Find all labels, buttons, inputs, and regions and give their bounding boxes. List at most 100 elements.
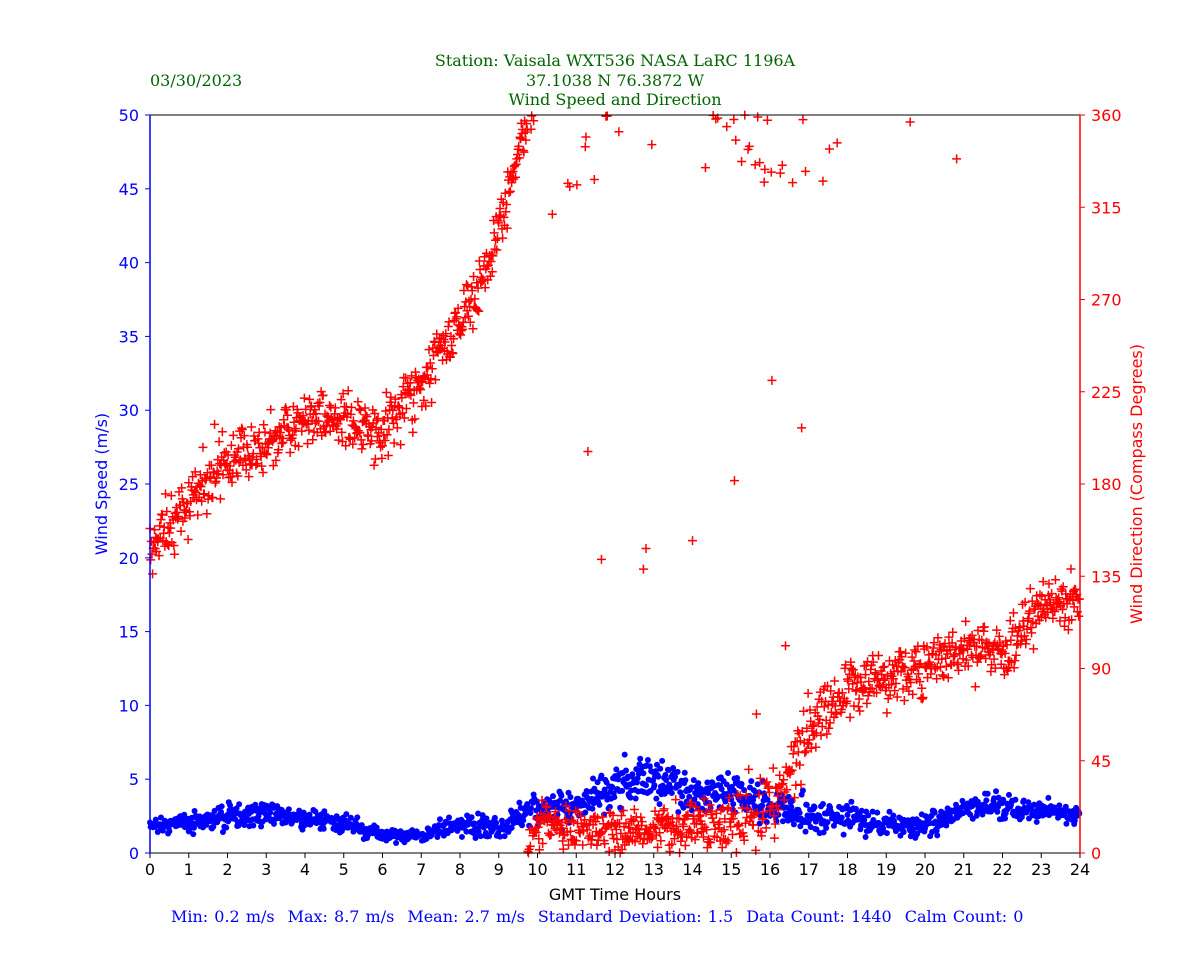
direction-point [243,442,253,452]
direction-point [908,689,918,699]
direction-point [589,174,599,184]
direction-point [788,178,798,188]
direction-point [882,708,892,718]
direction-point [381,388,391,398]
speed-point [463,828,470,835]
speed-point [824,819,831,826]
speed-point [609,784,616,791]
speed-point [589,805,596,812]
speed-point [622,767,629,774]
speed-point [384,828,391,835]
direction-point [1038,577,1048,587]
speed-point [619,787,626,794]
direction-point [551,807,561,817]
direction-point [485,271,495,281]
speed-point [480,824,487,831]
speed-point [838,814,845,821]
direction-point [817,722,827,732]
direction-point [511,172,521,182]
direction-point [848,679,858,689]
direction-point [741,790,751,800]
direction-point [647,832,657,842]
direction-point [744,764,754,774]
direction-point [1011,650,1021,660]
direction-point [516,134,526,144]
direction-point [699,794,709,804]
direction-point [990,663,1000,673]
direction-point [900,663,910,673]
direction-point [815,714,825,724]
direction-point [350,433,360,443]
direction-point [716,805,726,815]
direction-point [798,115,808,125]
direction-point [195,470,205,480]
direction-point [892,692,902,702]
direction-point [369,460,379,470]
speed-point [629,771,636,778]
speed-point [501,833,508,840]
direction-point [787,765,797,775]
direction-point [382,430,392,440]
direction-point [226,440,236,450]
direction-point [801,166,811,176]
direction-point [569,817,579,827]
direction-point [202,509,212,519]
speed-point [931,809,938,816]
direction-point [565,826,575,836]
direction-point [837,688,847,698]
direction-point [1063,594,1073,604]
speed-point [611,794,618,801]
direction-point [514,141,524,151]
speed-point [633,766,640,773]
direction-point [737,157,747,167]
direction-point [294,441,304,451]
direction-point [409,398,418,408]
direction-point [754,790,764,800]
speed-point [320,825,327,832]
direction-point [390,394,400,404]
direction-point [796,779,806,789]
speed-point [583,787,590,794]
direction-point [1005,616,1015,626]
y-tick-label: 25 [119,475,139,494]
direction-point [885,690,895,700]
speed-point [858,807,865,814]
direction-point [461,280,471,290]
direction-point [214,437,224,447]
direction-point [769,811,779,821]
direction-point [570,840,580,850]
direction-point [500,188,510,198]
speed-point [914,830,921,837]
direction-point [367,436,377,446]
speed-point [632,795,639,802]
direction-point [825,718,835,728]
direction-point [314,416,324,426]
speed-point [807,823,814,830]
direction-point [1012,640,1022,650]
direction-point [688,536,697,546]
y-tick-label: 45 [119,180,139,199]
direction-point [219,448,229,458]
direction-point [506,168,516,178]
direction-point [646,834,656,844]
direction-point [465,317,475,327]
direction-point [505,186,515,196]
y2-axis-label: Wind Direction (Compass Degrees) [1127,344,1146,624]
direction-point [150,525,160,535]
direction-point [742,803,752,813]
direction-point [1025,584,1035,594]
x-tick-label: 9 [494,860,504,879]
y2-tick-label: 225 [1091,383,1122,402]
direction-point [755,773,765,783]
direction-point [291,424,301,434]
direction-point [341,441,351,451]
direction-point [800,748,810,758]
direction-point [710,824,720,834]
direction-point [842,696,852,706]
speed-point [471,820,478,827]
direction-point [824,144,834,154]
direction-point [826,707,836,717]
speed-point [984,790,991,797]
direction-point [853,702,863,712]
speed-point [524,801,531,808]
